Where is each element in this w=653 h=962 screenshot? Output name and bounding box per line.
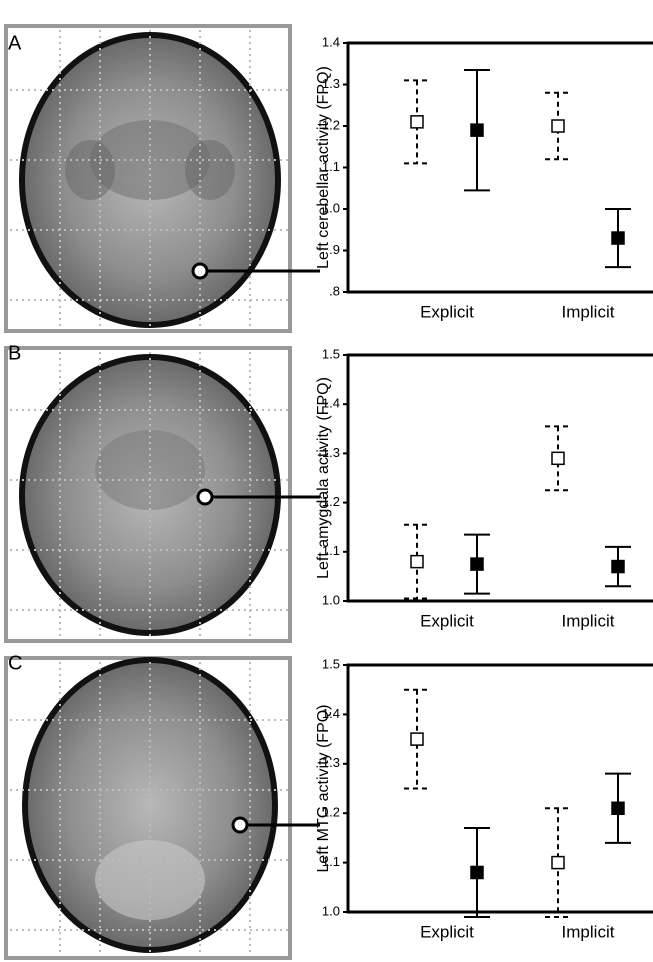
y-tick-label: 1.5 (322, 656, 340, 671)
y-axis-label: Left amygdala activity (FPQ) (315, 377, 332, 579)
x-tick-label: Explicit (420, 302, 474, 321)
y-tick-label: 1.3 (322, 755, 340, 770)
point-marker (551, 855, 565, 870)
y-tick-label: 1.1 (322, 543, 340, 558)
point-marker (470, 557, 484, 571)
brain-image-c (4, 656, 320, 960)
y-tick-label: 1.1 (322, 159, 340, 174)
plot-frame (346, 353, 653, 603)
panel-label: A (8, 32, 22, 54)
y-tick-label: 1.0 (322, 592, 340, 607)
y-tick-label: 1.2 (322, 494, 340, 509)
y-tick-label: .9 (329, 242, 340, 257)
plot-frame (346, 41, 653, 294)
y-tick-label: 1.5 (322, 346, 340, 361)
y-axis-label: Left cerebellar activity (FPQ) (315, 66, 332, 269)
y-tick-label: 1.4 (322, 706, 340, 721)
y-tick-label: 1.3 (322, 76, 340, 91)
point-marker (410, 554, 424, 569)
point-marker (470, 865, 484, 880)
panel-label: B (8, 342, 21, 364)
point-marker (410, 732, 424, 746)
y-tick-label: 1.4 (322, 34, 340, 49)
plot-frame (346, 663, 653, 914)
x-tick-label: Explicit (420, 611, 474, 630)
brain-image-b (4, 346, 320, 643)
y-tick-label: 1.0 (322, 200, 340, 215)
y-tick-label: 1.2 (322, 117, 340, 132)
brain-image-a (4, 24, 320, 333)
y-axis-label: Left MTG activity (FPQ) (315, 704, 332, 872)
point-marker (611, 801, 625, 816)
y-tick-label: 1.1 (322, 854, 340, 869)
x-tick-label: Implicit (562, 302, 615, 321)
y-tick-label: 1.0 (322, 903, 340, 918)
x-tick-label: Explicit (420, 922, 474, 941)
point-marker (611, 231, 625, 245)
point-marker (611, 559, 625, 574)
x-tick-label: Implicit (562, 922, 615, 941)
y-tick-label: 1.4 (322, 396, 340, 411)
point-marker (470, 123, 484, 137)
point-marker (551, 451, 565, 466)
x-tick-label: Implicit (562, 611, 615, 630)
y-tick-label: 1.3 (322, 445, 340, 460)
y-tick-label: 1.2 (322, 805, 340, 820)
point-marker (551, 119, 565, 133)
panel-label: C (8, 652, 22, 674)
point-marker (410, 115, 424, 129)
y-tick-label: .8 (329, 283, 340, 298)
